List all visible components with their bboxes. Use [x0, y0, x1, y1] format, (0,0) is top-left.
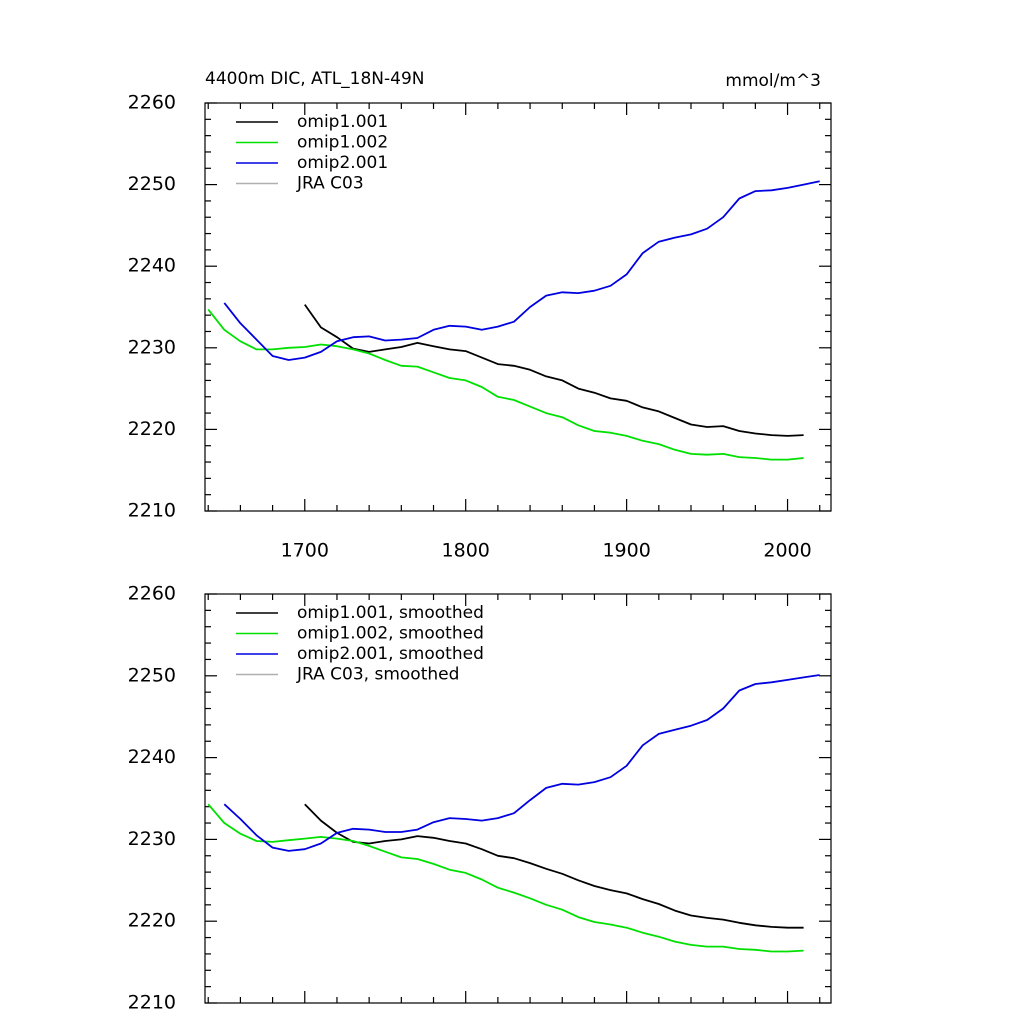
x-tick-label: 1900: [602, 540, 650, 562]
legend-label: JRA C03: [296, 174, 364, 194]
y-tick-label: 2240: [128, 746, 176, 768]
data-line: [207, 308, 804, 461]
legend-label: omip1.001, smoothed: [297, 603, 484, 623]
data-line: [207, 803, 804, 953]
legend-label: omip1.002, smoothed: [297, 624, 484, 644]
y-tick-label: 2220: [128, 910, 176, 932]
y-tick-label: 2210: [128, 500, 176, 522]
plot-frame: [204, 102, 832, 512]
y-tick-label: 2260: [128, 583, 176, 605]
y-tick-label: 2250: [128, 664, 176, 686]
y-tick-label: 2230: [128, 828, 176, 850]
legend-label: omip1.001: [297, 112, 388, 132]
data-line: [223, 180, 820, 361]
y-tick-label: 2230: [128, 336, 176, 358]
data-line: [304, 304, 804, 437]
x-tick-label: 2000: [763, 540, 811, 562]
legend-label: omip2.001, smoothed: [297, 644, 484, 664]
y-tick-label: 2210: [128, 992, 176, 1014]
data-line: [304, 803, 804, 929]
legend-label: omip1.002: [297, 133, 388, 153]
y-tick-label: 2260: [128, 92, 176, 114]
y-tick-label: 2220: [128, 418, 176, 440]
y-tick-label: 2240: [128, 255, 176, 277]
legend-label: JRA C03, smoothed: [296, 665, 459, 685]
data-line: [223, 674, 820, 852]
plot-frame: [204, 593, 832, 1004]
chart-title: 4400m DIC, ATL_18N-49N: [205, 69, 425, 89]
y-tick-label: 2250: [128, 173, 176, 195]
legend-label: omip2.001: [297, 153, 388, 173]
units-label: mmol/m^3: [725, 71, 821, 91]
x-tick-label: 1700: [281, 540, 329, 562]
x-tick-label: 1800: [442, 540, 490, 562]
